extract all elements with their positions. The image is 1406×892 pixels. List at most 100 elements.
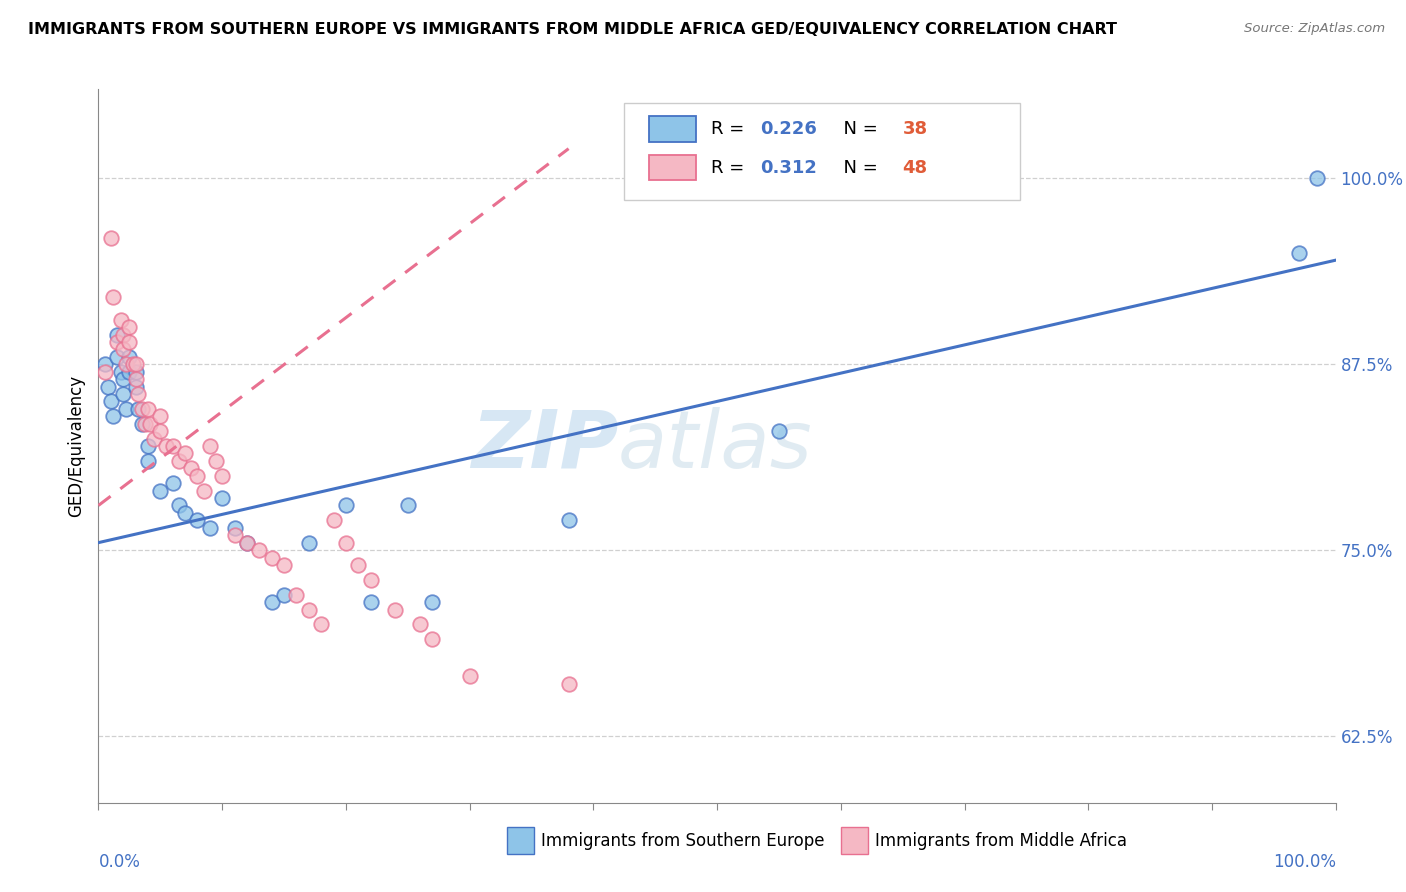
Point — [198, 521, 221, 535]
Point — [768, 424, 790, 438]
Text: 38: 38 — [903, 120, 928, 138]
Point — [155, 439, 177, 453]
Point — [114, 357, 136, 371]
Point — [193, 483, 215, 498]
Point — [127, 387, 149, 401]
Point — [167, 499, 190, 513]
Point — [1288, 245, 1310, 260]
Point — [458, 669, 481, 683]
Point — [139, 417, 162, 431]
Y-axis label: GED/Equivalency: GED/Equivalency — [67, 375, 86, 517]
Point — [103, 290, 125, 304]
Point — [118, 350, 141, 364]
Point — [186, 468, 208, 483]
Point — [118, 365, 141, 379]
Point — [134, 417, 156, 431]
Bar — [650, 154, 696, 180]
Point — [557, 513, 579, 527]
Point — [236, 535, 259, 549]
Text: 100.0%: 100.0% — [1272, 853, 1336, 871]
Text: Source: ZipAtlas.com: Source: ZipAtlas.com — [1244, 22, 1385, 36]
Point — [136, 454, 159, 468]
Point — [118, 334, 141, 349]
Text: IMMIGRANTS FROM SOUTHERN EUROPE VS IMMIGRANTS FROM MIDDLE AFRICA GED/EQUIVALENCY: IMMIGRANTS FROM SOUTHERN EUROPE VS IMMIG… — [28, 22, 1118, 37]
Point — [131, 401, 153, 416]
Text: 0.0%: 0.0% — [98, 853, 141, 871]
Point — [112, 387, 135, 401]
Point — [103, 409, 125, 424]
Point — [110, 312, 132, 326]
Point — [167, 454, 190, 468]
Point — [112, 343, 135, 357]
Point — [97, 379, 120, 393]
Point — [112, 372, 135, 386]
Text: 0.226: 0.226 — [761, 120, 817, 138]
Point — [124, 379, 146, 393]
Point — [273, 558, 295, 572]
Point — [93, 365, 115, 379]
Text: atlas: atlas — [619, 407, 813, 485]
Point — [100, 394, 122, 409]
Point — [298, 602, 321, 616]
Point — [124, 365, 146, 379]
Point — [174, 446, 197, 460]
Text: ZIP: ZIP — [471, 407, 619, 485]
Point — [322, 513, 344, 527]
Point — [110, 365, 132, 379]
Point — [422, 632, 444, 647]
Point — [149, 424, 172, 438]
Point — [136, 401, 159, 416]
Point — [127, 401, 149, 416]
FancyBboxPatch shape — [624, 103, 1021, 200]
Bar — [650, 116, 696, 142]
Text: 0.312: 0.312 — [761, 159, 817, 177]
Point — [347, 558, 370, 572]
Point — [409, 617, 432, 632]
Point — [273, 588, 295, 602]
Point — [105, 327, 128, 342]
Text: 48: 48 — [903, 159, 928, 177]
Point — [174, 506, 197, 520]
Point — [224, 528, 246, 542]
Point — [224, 521, 246, 535]
Point — [360, 573, 382, 587]
Point — [124, 357, 146, 371]
Point — [100, 231, 122, 245]
Point — [186, 513, 208, 527]
Text: N =: N = — [832, 120, 883, 138]
Point — [335, 535, 357, 549]
Point — [124, 372, 146, 386]
Point — [298, 535, 321, 549]
Point — [1306, 171, 1329, 186]
Point — [236, 535, 259, 549]
Point — [260, 550, 283, 565]
Point — [93, 357, 115, 371]
Point — [180, 461, 202, 475]
Point — [122, 357, 145, 371]
Text: N =: N = — [832, 159, 883, 177]
Point — [211, 468, 233, 483]
Point — [149, 409, 172, 424]
Point — [309, 617, 332, 632]
Text: R =: R = — [711, 159, 749, 177]
Text: R =: R = — [711, 120, 749, 138]
Point — [557, 677, 579, 691]
Point — [335, 499, 357, 513]
Point — [247, 543, 270, 558]
Point — [143, 432, 166, 446]
Bar — [841, 827, 868, 855]
Point — [136, 439, 159, 453]
Point — [118, 320, 141, 334]
Point — [162, 476, 184, 491]
Point — [114, 401, 136, 416]
Point — [105, 334, 128, 349]
Point — [211, 491, 233, 505]
Point — [149, 483, 172, 498]
Point — [396, 499, 419, 513]
Point — [131, 417, 153, 431]
Text: Immigrants from Middle Africa: Immigrants from Middle Africa — [876, 831, 1128, 849]
Point — [162, 439, 184, 453]
Point — [260, 595, 283, 609]
Point — [205, 454, 228, 468]
Point — [422, 595, 444, 609]
